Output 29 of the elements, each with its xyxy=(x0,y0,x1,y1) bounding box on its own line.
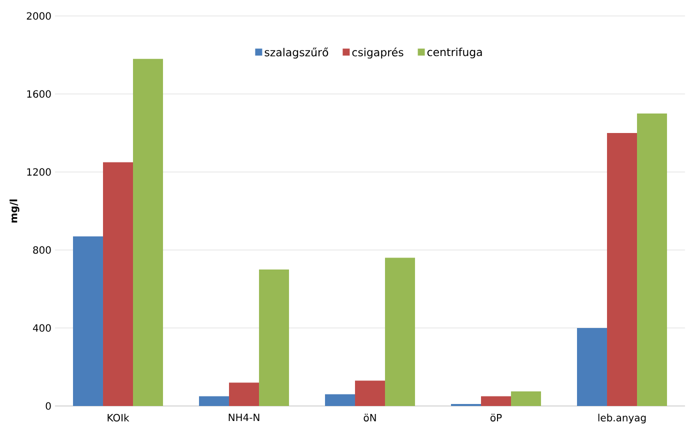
bar xyxy=(133,58,164,406)
y-tick-label: 400 xyxy=(32,324,51,332)
legend-label: centrifuga xyxy=(427,48,482,58)
bar xyxy=(355,380,386,406)
y-tick-label: 0 xyxy=(46,402,51,410)
x-tick-label: leb.anyag xyxy=(598,414,646,424)
bar xyxy=(607,132,638,406)
y-tick-label: 2000 xyxy=(26,12,51,20)
bar xyxy=(229,382,260,406)
bar xyxy=(637,113,668,406)
y-axis-title: mg/l xyxy=(10,200,20,222)
bar xyxy=(481,396,512,406)
y-tick-label: 1600 xyxy=(27,90,51,98)
bar xyxy=(259,269,290,406)
legend-label: szalagszűrő xyxy=(264,47,328,59)
x-tick-label: KOIk xyxy=(108,414,130,422)
bar xyxy=(511,391,542,406)
y-tick-label: 800 xyxy=(33,246,51,254)
legend-label: csigaprés xyxy=(352,47,404,59)
x-tick-label: NH4-N xyxy=(228,414,260,422)
bar xyxy=(199,396,230,406)
bar xyxy=(103,162,134,406)
x-tick-label: öP xyxy=(490,414,502,422)
bar xyxy=(73,236,104,406)
x-tick-label: öN xyxy=(364,414,376,422)
bar xyxy=(325,394,356,406)
y-tick-label: 1200 xyxy=(27,168,51,176)
bar xyxy=(385,258,416,406)
bar xyxy=(577,328,608,406)
